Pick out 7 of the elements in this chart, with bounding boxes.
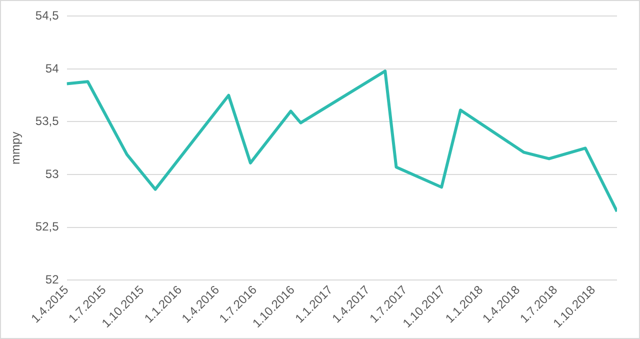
y-tick-label: 53,5 xyxy=(35,114,60,128)
y-tick-label: 53 xyxy=(45,166,60,181)
y-tick-label: 52,5 xyxy=(35,220,60,234)
y-tick-label: 52 xyxy=(45,272,60,286)
y-axis-title: mmpy xyxy=(8,132,23,164)
y-tick-label: 54 xyxy=(45,61,60,76)
y-tick-label: 54,5 xyxy=(35,8,60,23)
